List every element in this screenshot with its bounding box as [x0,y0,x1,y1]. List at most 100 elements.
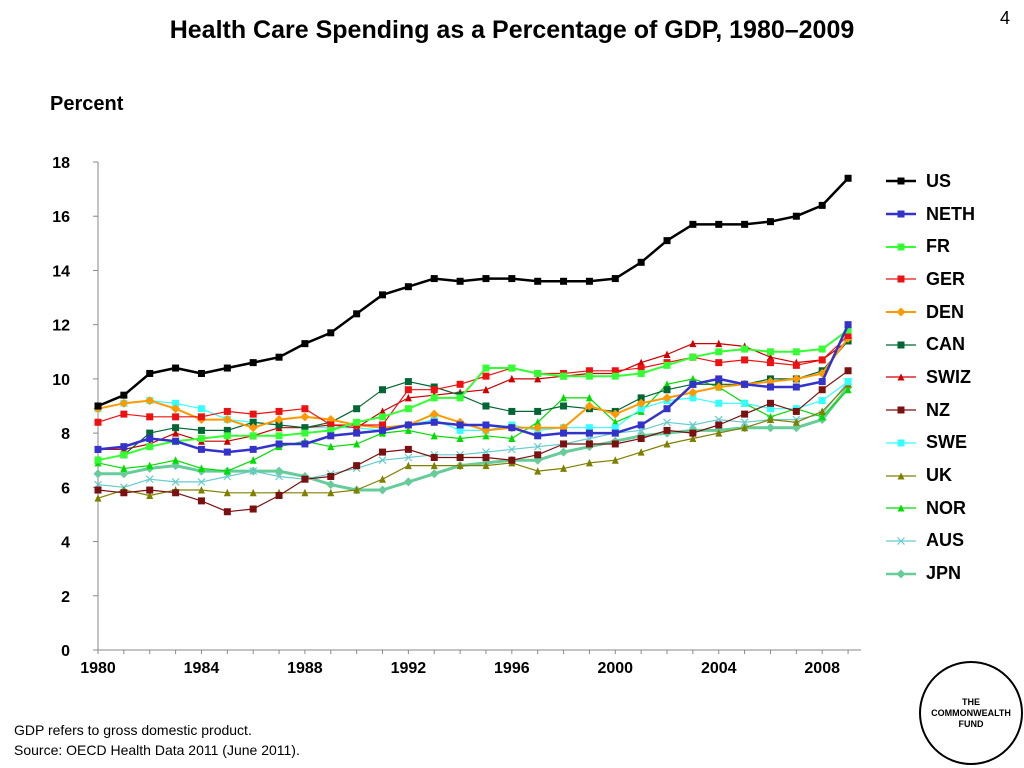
y-tick-label: 18 [52,155,70,172]
data-point-neth [689,380,697,388]
data-point-can [146,429,154,437]
data-point-swiz [508,374,516,383]
data-point-swe [172,399,180,407]
data-point-aus [740,418,749,427]
data-point-nor [689,374,697,383]
data-point-aus [663,418,671,427]
data-point-aus [378,456,387,465]
legend-label: FR [926,236,950,257]
legend-swatch [886,373,916,381]
data-point-swiz [534,374,542,383]
data-point-aus [145,475,154,484]
legend-item-aus: AUS [884,525,1004,558]
data-point-us [172,364,180,372]
logo-line-2: COMMONWEALTH [931,707,1011,718]
data-point-us [741,220,749,228]
data-point-ger [275,407,283,415]
data-point-aus [533,442,542,451]
data-point-neth [379,426,387,434]
x-tick-label: 1988 [287,660,323,677]
data-point-aus [171,477,180,486]
data-point-nz [715,421,723,429]
data-point-nor [560,393,568,402]
data-point-us [508,275,516,283]
data-point-neth [197,445,205,453]
data-point-den [119,398,129,408]
legend-item-uk: UK [884,459,1004,492]
data-point-swiz [223,437,231,445]
data-point-nz [585,440,593,448]
x-tick-label: 1996 [494,660,530,677]
data-point-neth [534,432,542,440]
y-tick-label: 4 [61,535,70,552]
data-point-den [248,423,258,433]
data-point-jpn [326,480,336,490]
y-tick-label: 12 [52,318,70,335]
legend-swatch [886,307,916,317]
data-point-nor [430,431,438,440]
y-tick-label: 10 [52,372,70,389]
data-point-ger [249,410,257,418]
legend-label: JPN [926,563,962,584]
data-point-uk [637,448,645,456]
footer-gdp-note: GDP refers to gross domestic product. [14,722,252,738]
data-point-us [197,369,205,377]
data-point-ger [741,356,749,364]
data-point-fr [766,348,774,356]
data-point-fr [663,361,671,369]
data-point-uk [715,429,723,437]
legend-label: NZ [926,399,950,420]
data-point-den [688,387,698,397]
data-point-ger [585,367,593,375]
data-point-fr [456,394,464,402]
data-point-nz [353,462,361,470]
data-point-ger [327,421,335,429]
data-point-ger [456,380,464,388]
x-tick-label: 1984 [184,660,220,677]
data-point-swe [456,426,464,434]
legend-item-us: US [884,165,1004,198]
data-point-jpn [429,469,439,479]
data-point-neth [508,424,516,432]
y-tick-label: 0 [61,643,70,660]
data-point-nor [197,464,205,472]
data-point-fr [249,432,257,440]
legend-label: NOR [926,497,966,518]
data-point-fr [741,345,749,353]
data-point-uk [94,494,102,502]
data-point-nz [379,448,387,456]
x-tick-label: 2004 [701,660,737,677]
data-point-fr [120,451,128,459]
data-point-neth [249,445,257,453]
legend-label: GER [926,268,966,289]
data-point-aus [507,445,516,454]
data-point-can [301,424,309,432]
legend-item-can: CAN [884,328,1004,361]
data-point-aus [249,467,258,475]
y-tick-label: 2 [61,589,70,606]
data-point-swe [585,424,593,432]
data-point-swe [197,405,205,413]
data-point-nor [353,439,361,448]
data-point-neth [663,405,671,413]
data-point-nz [223,508,231,516]
data-point-nz [430,454,438,462]
data-point-den [274,415,284,425]
data-point-nz [534,451,542,459]
logo-line-1: THE [961,696,980,707]
data-point-swiz [482,385,490,394]
legend-item-swiz: SWIZ [884,361,1004,394]
data-point-fr [379,413,387,421]
data-point-nz [844,367,852,375]
data-point-ger [818,356,826,364]
data-point-fr [223,432,231,440]
data-point-nor [663,380,671,388]
data-point-swe [844,378,852,386]
data-point-nz [508,456,516,464]
y-tick-label: 8 [61,426,70,443]
data-point-nz [249,505,257,513]
data-point-fr [844,326,852,334]
data-point-us [404,283,412,291]
data-point-nz [120,489,128,497]
data-point-fr [94,456,102,464]
